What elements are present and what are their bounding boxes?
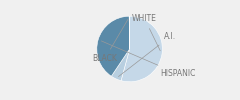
Text: WHITE: WHITE <box>132 14 160 51</box>
Wedge shape <box>121 16 162 82</box>
Wedge shape <box>111 49 130 81</box>
Text: BLACK: BLACK <box>92 19 128 63</box>
Wedge shape <box>97 16 130 76</box>
Text: A.I.: A.I. <box>119 32 176 77</box>
Wedge shape <box>129 16 130 49</box>
Text: HISPANIC: HISPANIC <box>101 41 195 78</box>
